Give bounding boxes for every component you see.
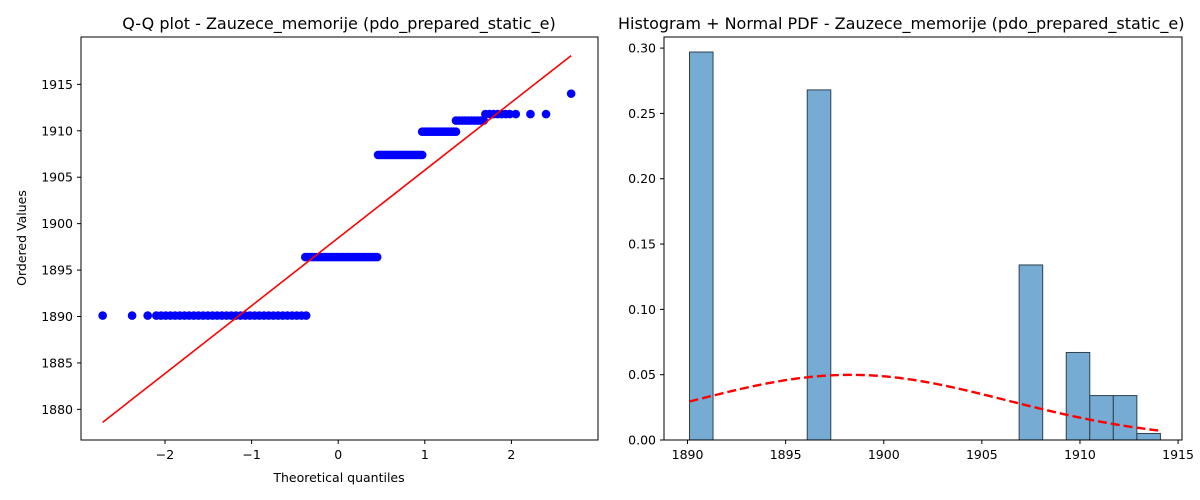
qq-reference-line <box>102 54 572 423</box>
histogram-y-tick-label: 0.15 <box>628 237 656 252</box>
qq-point <box>301 311 311 320</box>
histogram-y-tick-label: 0.30 <box>628 41 656 56</box>
histogram-bar <box>1112 395 1138 441</box>
histogram-x-tick-label: 1895 <box>770 447 802 462</box>
histogram-bar <box>1136 432 1161 441</box>
qq-point <box>526 109 535 119</box>
histogram-x-tick-label: 1915 <box>1162 447 1194 462</box>
qq-y-tick-label: 1890 <box>41 309 73 324</box>
histogram-bar <box>1089 395 1114 441</box>
histogram-y-tick-label: 0.05 <box>628 367 656 382</box>
histogram-frame <box>663 36 1183 441</box>
qq-point <box>511 109 521 119</box>
qq-y-tick-label: 1900 <box>41 216 73 231</box>
qq-x-ticks: −2 −1 0 1 2 <box>156 440 515 462</box>
histogram-plot-area <box>689 51 1161 441</box>
qq-x-tick-label: −1 <box>242 447 260 462</box>
qq-point <box>417 150 427 160</box>
histogram-y-tick-label: 0.25 <box>628 106 656 121</box>
qq-point <box>127 311 137 320</box>
qq-point <box>541 109 551 119</box>
qq-y-tick-label: 1910 <box>41 123 73 138</box>
qq-plot-panel: Q-Q plot - Zauzece_memorije (pdo_prepare… <box>14 14 599 485</box>
histogram-bar <box>806 89 832 441</box>
histogram-bar <box>1065 351 1091 441</box>
histogram-y-tick-label: 0.10 <box>628 302 656 317</box>
qq-y-tick-label: 1895 <box>41 263 73 278</box>
qq-y-tick-label: 1915 <box>41 77 73 92</box>
qq-x-tick-label: 1 <box>421 447 429 462</box>
qq-y-tick-label: 1880 <box>41 402 73 417</box>
qq-y-ticks: 1880 1885 1890 1895 1900 1905 1910 1915 <box>41 77 81 417</box>
histogram-x-ticks: 1890 1895 1900 1905 1910 1915 <box>672 440 1194 462</box>
normal-pdf-curve <box>689 373 1161 432</box>
qq-plot-area <box>98 54 576 423</box>
qq-point <box>98 311 107 320</box>
qq-x-tick-label: 2 <box>507 447 515 462</box>
histogram-y-tick-label: 0.20 <box>628 171 656 186</box>
qq-x-tick-label: 0 <box>334 447 342 462</box>
histogram-y-tick-label: 0.00 <box>628 433 656 448</box>
qq-plot-title: Q-Q plot - Zauzece_memorije (pdo_prepare… <box>122 14 555 34</box>
histogram-bar <box>689 51 714 441</box>
qq-point <box>143 311 152 320</box>
qq-point <box>372 252 382 262</box>
qq-x-axis-label: Theoretical quantiles <box>272 470 404 485</box>
histogram-bar <box>1018 264 1044 441</box>
histogram-panel: Histogram + Normal PDF - Zauzece_memorij… <box>618 14 1194 462</box>
histogram-x-tick-label: 1890 <box>672 447 704 462</box>
histogram-x-tick-label: 1905 <box>966 447 998 462</box>
qq-x-tick-label: −2 <box>156 447 174 462</box>
qq-y-axis-label: Ordered Values <box>14 190 29 286</box>
qq-point <box>566 89 576 98</box>
histogram-x-tick-label: 1910 <box>1064 447 1096 462</box>
histogram-title: Histogram + Normal PDF - Zauzece_memorij… <box>618 14 1184 34</box>
qq-y-tick-label: 1905 <box>41 170 73 185</box>
histogram-x-tick-label: 1900 <box>868 447 900 462</box>
histogram-y-ticks: 0.00 0.05 0.10 0.15 0.20 0.25 0.30 <box>628 41 664 448</box>
qq-plot-frame <box>80 36 599 441</box>
qq-point <box>451 127 461 137</box>
qq-y-tick-label: 1885 <box>41 355 73 370</box>
qq-point <box>505 109 514 119</box>
